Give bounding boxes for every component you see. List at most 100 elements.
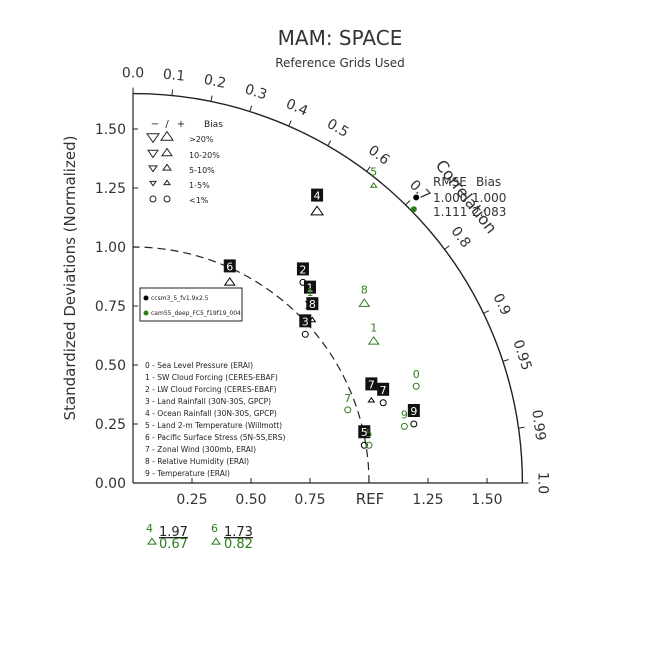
data-point: 7 xyxy=(365,377,378,403)
variable-key-item: 8 - Relative Humidity (ERAI) xyxy=(145,457,249,466)
y-tick-label: 0.50 xyxy=(95,358,126,374)
chart-subtitle: Reference Grids Used xyxy=(275,56,405,70)
data-point-label: 3 xyxy=(302,315,309,328)
data-point: 5 xyxy=(365,427,373,449)
variable-key-item: 9 - Temperature (ERAI) xyxy=(145,469,230,478)
y-tick-label: 1.25 xyxy=(95,181,126,197)
correlation-tick xyxy=(249,105,253,112)
bias-row-label: >20% xyxy=(189,135,214,144)
off-scale-value: 0.67 xyxy=(159,537,188,552)
data-point: 9 xyxy=(400,408,408,430)
correlation-tick xyxy=(171,89,174,96)
bias-legend-marker xyxy=(147,149,159,159)
bias-legend-marker xyxy=(148,165,158,173)
data-point-marker xyxy=(410,206,417,213)
data-point-marker xyxy=(379,399,387,407)
y-tick-label: 1.00 xyxy=(95,240,126,256)
data-point-label-box xyxy=(296,262,309,276)
data-point-label: 5 xyxy=(370,166,377,179)
bias-legend-marker xyxy=(163,195,171,203)
bias-legend-slash: / xyxy=(165,119,169,130)
data-point-marker xyxy=(410,420,418,428)
data-point: 9 xyxy=(407,404,420,428)
rmse-bias-value: 2.083 xyxy=(472,205,506,219)
correlation-tick xyxy=(518,426,525,429)
x-tick-label: 0.75 xyxy=(294,492,325,508)
correlation-tick xyxy=(502,359,509,362)
bias-legend-marker xyxy=(162,163,172,171)
data-point-label: 7 xyxy=(368,378,375,391)
data-point-marker xyxy=(412,382,420,390)
series-legend-label: ccsm3_5_fv1.9x2.5 xyxy=(151,295,209,302)
bias-legend-minus: − xyxy=(151,119,159,130)
data-point: 5 xyxy=(369,166,378,188)
data-point-label: 4 xyxy=(314,190,321,203)
variable-key-item: 0 - Sea Level Pressure (ERAI) xyxy=(145,361,253,370)
off-scale-value: 0.82 xyxy=(224,537,253,552)
variable-key: 0 - Sea Level Pressure (ERAI) 1 - SW Clo… xyxy=(145,361,285,478)
data-point-label: 9 xyxy=(401,408,408,421)
correlation-tick xyxy=(444,245,450,250)
correlation-tick-label: 0.6 xyxy=(365,142,392,168)
data-point-label-box xyxy=(407,404,420,417)
off-scale-value: 1.97 xyxy=(159,525,188,540)
correlation-tick-label: 0.3 xyxy=(243,81,269,103)
y-tick-label: 0.25 xyxy=(95,417,126,433)
variable-key-item: 4 - Ocean Rainfall (30N-30S, GPCP) xyxy=(145,409,277,418)
correlation-tick-label: 0.0 xyxy=(122,66,144,82)
correlation-tick xyxy=(483,310,490,314)
correlation-tick-label: 0.99 xyxy=(528,409,548,442)
off-scale-markers xyxy=(147,537,221,545)
bias-legend-marker xyxy=(160,130,174,141)
correlation-tick-label: 0.7 xyxy=(406,177,433,204)
correlation-tick xyxy=(405,200,411,206)
data-point-label: 9 xyxy=(410,405,417,418)
variable-key-item: 7 - Zonal Wind (300mb, ERAI) xyxy=(145,445,256,454)
rmse-header: RMSE xyxy=(433,175,467,189)
data-point: 0 xyxy=(412,368,420,390)
y-axis-label: Standardized Deviations (Normalized) xyxy=(61,136,79,421)
correlation-tick-label: 1.0 xyxy=(534,472,550,494)
variable-key-item: 1 - SW Cloud Forcing (CERES-EBAF) xyxy=(145,373,278,382)
series-legend-swatch xyxy=(143,310,149,316)
series-legend-swatch xyxy=(143,295,149,301)
data-point-marker xyxy=(400,422,408,430)
bias-legend-marker xyxy=(149,180,157,187)
bias-legend-plus: + xyxy=(177,119,185,130)
outer-arc xyxy=(132,92,524,484)
data-point-label: 1 xyxy=(370,321,377,334)
data-point-marker xyxy=(369,182,378,188)
y-tick-label: 0.75 xyxy=(95,299,126,315)
ref-label: REF xyxy=(356,490,385,508)
bias-row-label: <1% xyxy=(189,196,209,205)
bias-legend-marker xyxy=(163,179,171,186)
correlation-tick xyxy=(327,140,332,147)
data-point-marker xyxy=(301,330,309,338)
off-scale-notes: 4 1.97 0.67 6 1.73 0.82 xyxy=(146,522,253,552)
data-point: 7 xyxy=(344,392,352,414)
data-point-label: 7 xyxy=(380,384,387,397)
data-point: 6 xyxy=(223,259,236,286)
bias-legend-marker xyxy=(146,133,160,144)
data-point-marker xyxy=(344,406,352,414)
variable-key-item: 3 - Land Rainfall (30N-30S, GPCP) xyxy=(145,397,271,406)
data-point xyxy=(413,194,420,201)
off-scale-marker xyxy=(211,537,221,545)
data-point-label-box xyxy=(358,425,371,439)
rmse-bias-value: 1.000 xyxy=(472,191,506,205)
series-legend: ccsm3_5_fv1.9x2.5 cam55_deep_FC5_f19f19_… xyxy=(139,287,243,322)
correlation-tick-label: 0.8 xyxy=(447,224,473,251)
data-point-label-box xyxy=(311,188,324,202)
correlation-tick xyxy=(288,120,292,127)
bias-row-label: 5-10% xyxy=(189,166,215,175)
bias-legend-markers xyxy=(146,130,174,203)
data-point xyxy=(410,206,417,213)
data-point-marker xyxy=(360,441,368,449)
variable-key-item: 6 - Pacific Surface Stress (5N-5S,ERS) xyxy=(145,433,285,442)
data-point-marker xyxy=(310,205,325,216)
correlation-tick-label: 0.2 xyxy=(202,72,227,92)
data-point-label-box xyxy=(304,280,316,294)
plot-axes: 0.000.250.500.751.001.251.500.25 0.50 0.75… xyxy=(95,66,551,508)
